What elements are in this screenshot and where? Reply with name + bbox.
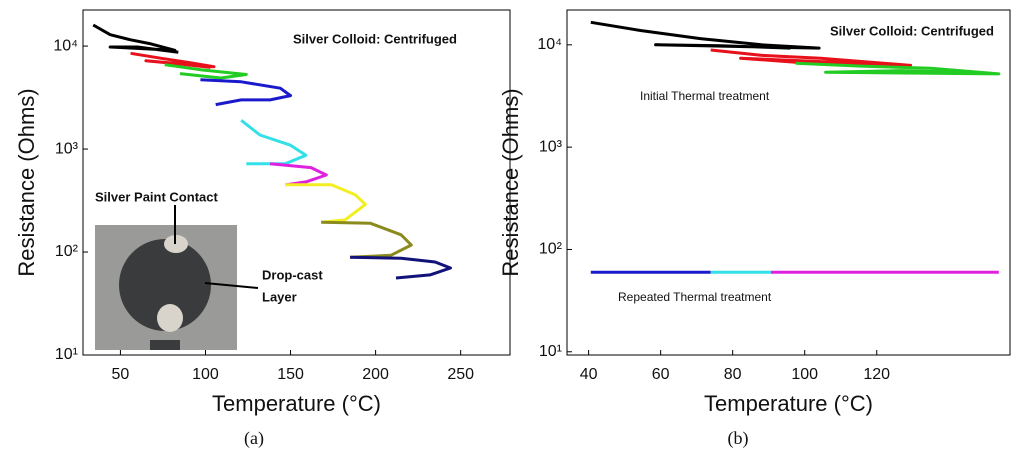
x-tick-label: 60: [652, 366, 670, 383]
data-line: [321, 220, 413, 259]
drop-cast-tail: [150, 340, 180, 350]
x-tick-label: 150: [277, 366, 304, 383]
x-tick-label: 100: [192, 366, 219, 383]
x-tick-label: 200: [362, 366, 389, 383]
data-line: [130, 51, 216, 69]
data-line: [795, 61, 1001, 76]
x-axis-label: Temperature (°C): [704, 391, 873, 416]
y-tick-label: 10⁴: [537, 36, 562, 53]
inset-label: Drop-cast: [262, 267, 323, 282]
annotation: Silver Colloid: Centrifuged: [830, 23, 994, 38]
data-line: [164, 63, 248, 80]
x-tick-label: 250: [447, 366, 474, 383]
drop-cast-layer: [119, 239, 211, 331]
paint-contact: [157, 304, 183, 332]
annotation: Initial Thermal treatment: [640, 89, 770, 103]
annotation: Repeated Thermal treatment: [618, 290, 772, 304]
data-line: [350, 255, 452, 280]
y-tick-label: 10³: [539, 138, 563, 155]
x-axis-label: Temperature (°C): [212, 391, 381, 416]
data-line: [200, 78, 292, 107]
y-axis-label: Resistance (Ohms): [14, 88, 39, 276]
y-tick-label: 10⁴: [53, 37, 78, 54]
annotation: Silver Colloid: Centrifuged: [293, 31, 457, 46]
data-line: [590, 20, 821, 50]
x-tick-label: 50: [112, 366, 130, 383]
x-tick-label: 40: [580, 366, 598, 383]
y-axis-label: Resistance (Ohms): [498, 88, 523, 276]
y-tick-label: 10²: [539, 241, 563, 258]
y-tick-label: 10¹: [539, 343, 562, 360]
x-tick-label: 120: [863, 366, 890, 383]
y-tick-label: 10²: [55, 243, 79, 260]
data-line: [92, 23, 179, 54]
data-line: [285, 183, 367, 224]
x-tick-label: 100: [791, 366, 818, 383]
inset-photo: [95, 205, 259, 350]
pointer: [204, 282, 259, 289]
inset-label: Silver Paint Contact: [95, 189, 218, 204]
y-tick-label: 10³: [55, 140, 79, 157]
x-tick-label: 80: [724, 366, 742, 383]
y-tick-label: 10¹: [55, 346, 78, 363]
plot-frame: [82, 9, 511, 356]
caption: (a): [244, 428, 264, 449]
plot-frame: [566, 9, 1011, 356]
data-line: [269, 162, 328, 187]
inset-label: Layer: [262, 289, 297, 304]
caption: (b): [728, 428, 749, 449]
data-line: [240, 119, 308, 166]
